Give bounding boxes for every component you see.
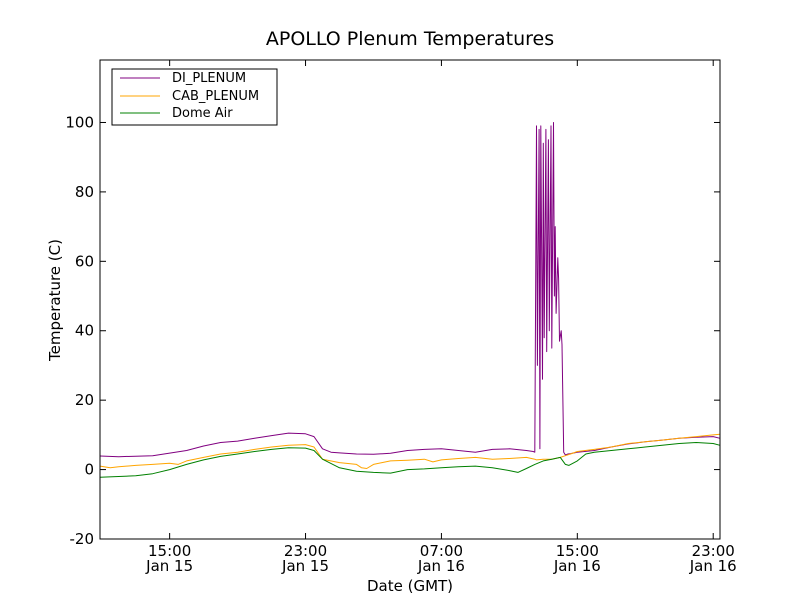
plot-frame	[99, 59, 721, 540]
x-tick-label-time: 23:00	[692, 542, 735, 560]
series-layer	[99, 122, 721, 478]
y-tick-label: 80	[75, 183, 94, 201]
x-tick-label-date: Jan 15	[145, 557, 193, 575]
plot-area	[100, 60, 720, 539]
x-tick-label-date: Jan 16	[417, 557, 465, 575]
x-tick-label-time: 15:00	[556, 542, 599, 560]
x-axis-label: Date (GMT)	[367, 577, 453, 595]
y-tick-label: 20	[75, 391, 94, 409]
series-line-dome-air	[99, 442, 721, 478]
x-tick-label-date: Jan 16	[689, 557, 737, 575]
y-tick-label: 0	[84, 461, 94, 479]
series-line-cab-plenum	[99, 433, 721, 469]
y-tick-label: 60	[75, 252, 94, 270]
x-tick-label-date: Jan 16	[553, 557, 601, 575]
legend-label-dome-air: Dome Air	[172, 106, 233, 121]
y-tick-label: -20	[70, 530, 95, 548]
y-tick-label: 100	[65, 113, 94, 131]
x-tick-label-time: 15:00	[148, 542, 191, 560]
x-tick-label-time: 23:00	[284, 542, 327, 560]
legend-label-cab-plenum: CAB_PLENUM	[172, 89, 259, 104]
legend-label-di-plenum: DI_PLENUM	[172, 71, 246, 86]
y-tick-label: 40	[75, 322, 94, 340]
y-axis: -20 0 20 40 60 80 100	[65, 113, 720, 548]
series-line-di-plenum	[99, 122, 721, 458]
chart-title: APOLLO Plenum Temperatures	[266, 28, 554, 50]
x-tick-label-time: 07:00	[420, 542, 463, 560]
y-axis-label: Temperature (C)	[46, 239, 64, 362]
x-tick-label-date: Jan 15	[281, 557, 329, 575]
legend: DI_PLENUM CAB_PLENUM Dome Air	[111, 68, 278, 126]
